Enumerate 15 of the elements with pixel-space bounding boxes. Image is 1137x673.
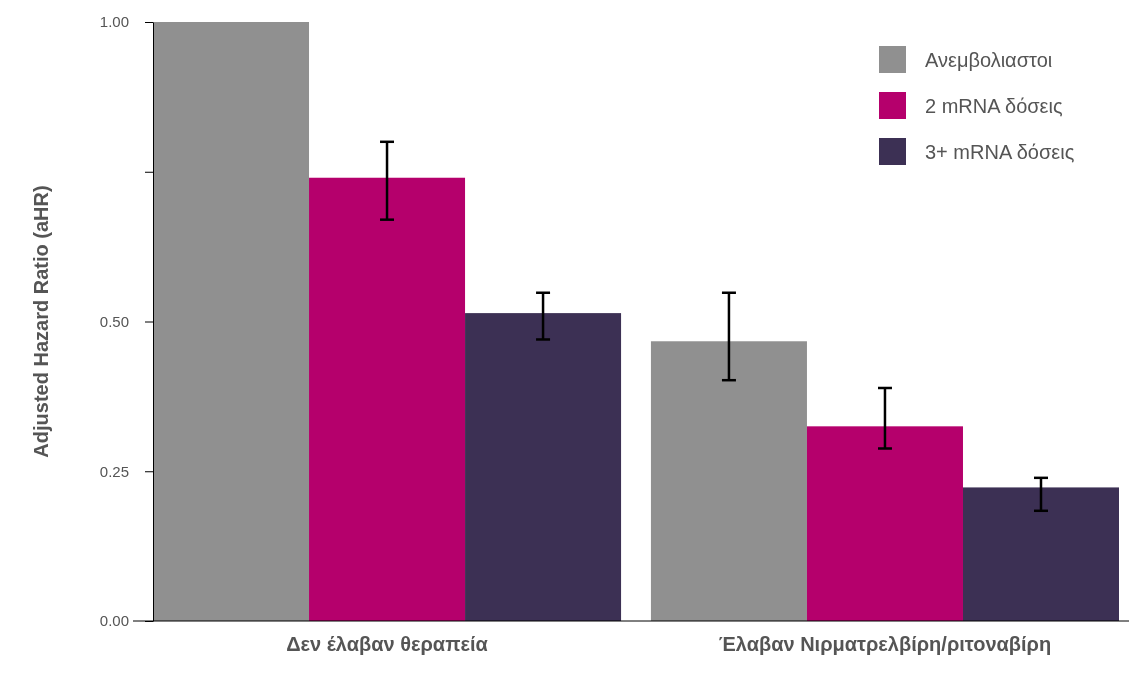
legend-label: 2 mRNA δόσεις: [925, 95, 1063, 117]
bar: [962, 487, 1119, 621]
y-tick-label: 0.00: [99, 612, 129, 630]
legend-label: Ανεμβολιαστοι: [925, 49, 1053, 71]
bar: [650, 341, 807, 621]
bar: [465, 313, 622, 621]
y-tick-label: 0.50: [99, 312, 129, 330]
y-tick-label: 0.25: [99, 462, 129, 480]
y-axis-title: Adjusted Hazard Ratio (aHR): [30, 185, 52, 458]
legend-label: 3+ mRNA δόσεις: [925, 141, 1075, 163]
bar: [806, 426, 963, 621]
bar: [309, 177, 466, 621]
x-tick-label: Έλαβαν Νιρματρελβίρη/ριτοναβίρη: [718, 633, 1052, 655]
y-tick-label: 1.00: [99, 13, 129, 31]
x-tick-label: Δεν έλαβαν θεραπεία: [286, 633, 489, 655]
